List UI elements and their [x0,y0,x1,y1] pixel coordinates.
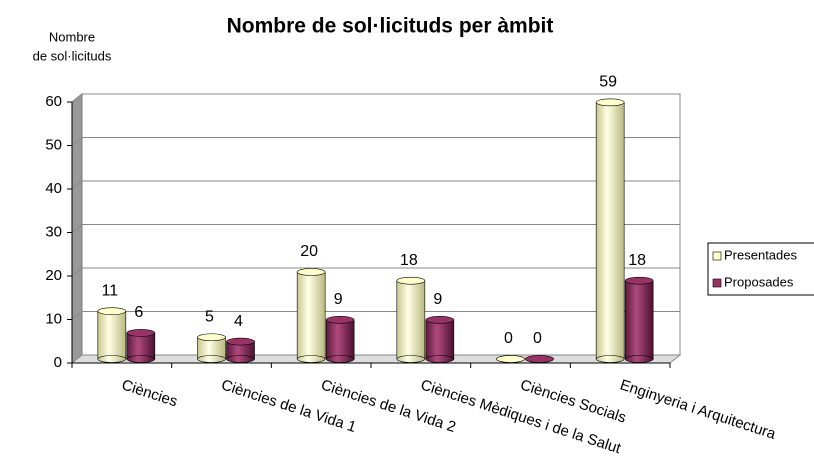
cylinder-bottom [325,355,355,363]
cylinder [296,268,326,363]
data-label: 9 [433,291,442,308]
cylinder [624,276,654,363]
cylinder-bottom [595,355,625,363]
y-tick-label: 10 [45,310,62,327]
data-label: 4 [234,313,243,330]
data-label: 0 [504,330,513,347]
grid-line-side [71,93,83,103]
cylinder-bottom [624,355,654,363]
cylinder-body [296,271,326,360]
data-label: 59 [599,74,617,91]
cylinder-body [126,332,156,360]
cylinder [425,316,455,363]
data-label: 18 [400,252,418,269]
data-label: 0 [533,330,542,347]
cylinder [97,307,127,363]
cylinder-bottom [226,355,255,363]
y-tick-label: 60 [45,93,62,110]
y-tick-label: 40 [45,180,62,197]
data-label: 5 [205,308,214,325]
cylinder-body [624,280,654,360]
data-label: 18 [628,252,646,269]
cylinder-top [226,337,255,346]
cylinder [197,333,226,363]
cylinder-top [126,329,156,337]
cylinder-body [595,102,625,360]
cylinder [126,329,156,363]
y-tick-label: 30 [45,223,62,240]
x-tick-label: Enginyeria i Arquitectura [618,376,779,443]
grid-line-side [71,137,83,146]
cylinder-bottom [197,355,226,363]
cylinder [525,355,554,363]
cylinder-top [525,355,554,363]
cylinder-body [396,280,426,360]
data-label: 6 [134,304,143,321]
grid-line-side [71,180,83,190]
data-label: 9 [334,291,343,308]
cylinder-body [97,310,127,360]
cylinder-top [595,98,625,107]
legend-swatch [712,278,722,288]
legend-swatch [712,251,722,261]
cylinder-body [425,319,455,360]
floor [70,354,682,364]
cylinder-top [396,276,426,285]
cylinder [595,98,625,363]
grid-line-side [71,224,83,233]
cylinder-top [97,307,127,315]
y-tick-label: 50 [45,136,62,153]
legend-label: Presentades [724,247,797,262]
y-axis-label: de sol·licituds [33,48,112,63]
grid-line-side [71,311,83,320]
chart-title: Nombre de sol·licituds per àmbit [227,15,554,38]
cylinder [325,316,355,363]
x-tick-label: Ciències [120,376,180,410]
y-tick-label: 0 [54,354,62,371]
legend-box [707,242,814,296]
cylinder-top [425,316,455,324]
data-label: 20 [300,243,318,260]
cylinder-top [496,355,525,363]
cylinder-bottom [396,355,426,363]
cylinder-top [624,276,654,285]
cylinder [396,276,426,363]
legend-label: Proposades [724,274,794,289]
y-tick-label: 20 [45,267,62,284]
cylinder-body [325,319,355,360]
cylinder-bottom [425,355,455,363]
cylinder-top [197,333,226,342]
cylinder-bottom [126,355,156,363]
cylinder-bottom [296,355,326,363]
cylinder-top [325,316,355,324]
data-label: 11 [102,282,119,299]
grid-line-side [71,267,83,277]
cylinder-top [296,268,326,276]
cylinder [226,337,255,363]
y-axis-label: Nombre [49,29,95,44]
cylinder-bottom [97,355,127,363]
cylinder [496,355,525,363]
